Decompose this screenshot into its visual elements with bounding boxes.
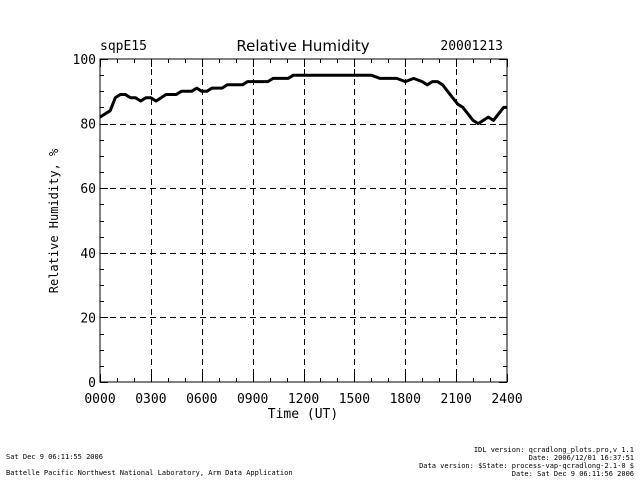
x-tick-label: 1200 [288, 392, 319, 407]
footer-idl-date: Date: 2006/12/01 16:37:51 [528, 454, 634, 462]
y-tick-labels: 0 20 40 60 80 100 [73, 53, 96, 391]
footer-idl-version: IDL version: qcradlong_plots.pro,v 1.1 [473, 446, 634, 454]
footer-data-version: Data version: $State: process-vap-qcradl… [419, 462, 634, 470]
x-tick-label: 1500 [339, 392, 370, 407]
x-tick-label: 0300 [135, 392, 166, 407]
x-tick-label: 2100 [440, 392, 471, 407]
y-axis-title: Relative Humidity, % [47, 148, 61, 293]
y-tick-label: 80 [80, 118, 96, 133]
x-tick-label: 1800 [390, 392, 421, 407]
footer-organization: Battelle Pacific Northwest National Labo… [6, 469, 293, 477]
site-label: sqpE15 [100, 39, 147, 54]
axis-ticks [100, 59, 508, 383]
x-tick-label: 2400 [491, 392, 522, 407]
y-tick-label: 40 [80, 247, 96, 262]
footer-timestamp: Sat Dec 9 06:11:55 2006 [6, 453, 103, 461]
y-tick-label: 0 [88, 376, 96, 391]
x-tick-label: 0900 [237, 392, 268, 407]
y-tick-label: 20 [80, 311, 96, 326]
grid-lines [100, 59, 507, 382]
chart-title: Relative Humidity [236, 37, 369, 55]
plot-frame [99, 58, 508, 383]
x-tick-labels: 0000 0300 0600 0900 1200 1500 1800 2100 2400 [84, 392, 522, 407]
chart-date: 20001213 [440, 39, 503, 54]
y-tick-label: 100 [73, 53, 96, 68]
humidity-series-line [99, 73, 507, 126]
x-tick-label: 0000 [84, 392, 115, 407]
x-tick-label: 0600 [186, 392, 217, 407]
y-tick-label: 60 [80, 182, 96, 197]
x-axis-title: Time (UT) [268, 407, 338, 422]
footer-data-date: Date: Sat Dec 9 06:11:56 2006 [511, 470, 634, 478]
